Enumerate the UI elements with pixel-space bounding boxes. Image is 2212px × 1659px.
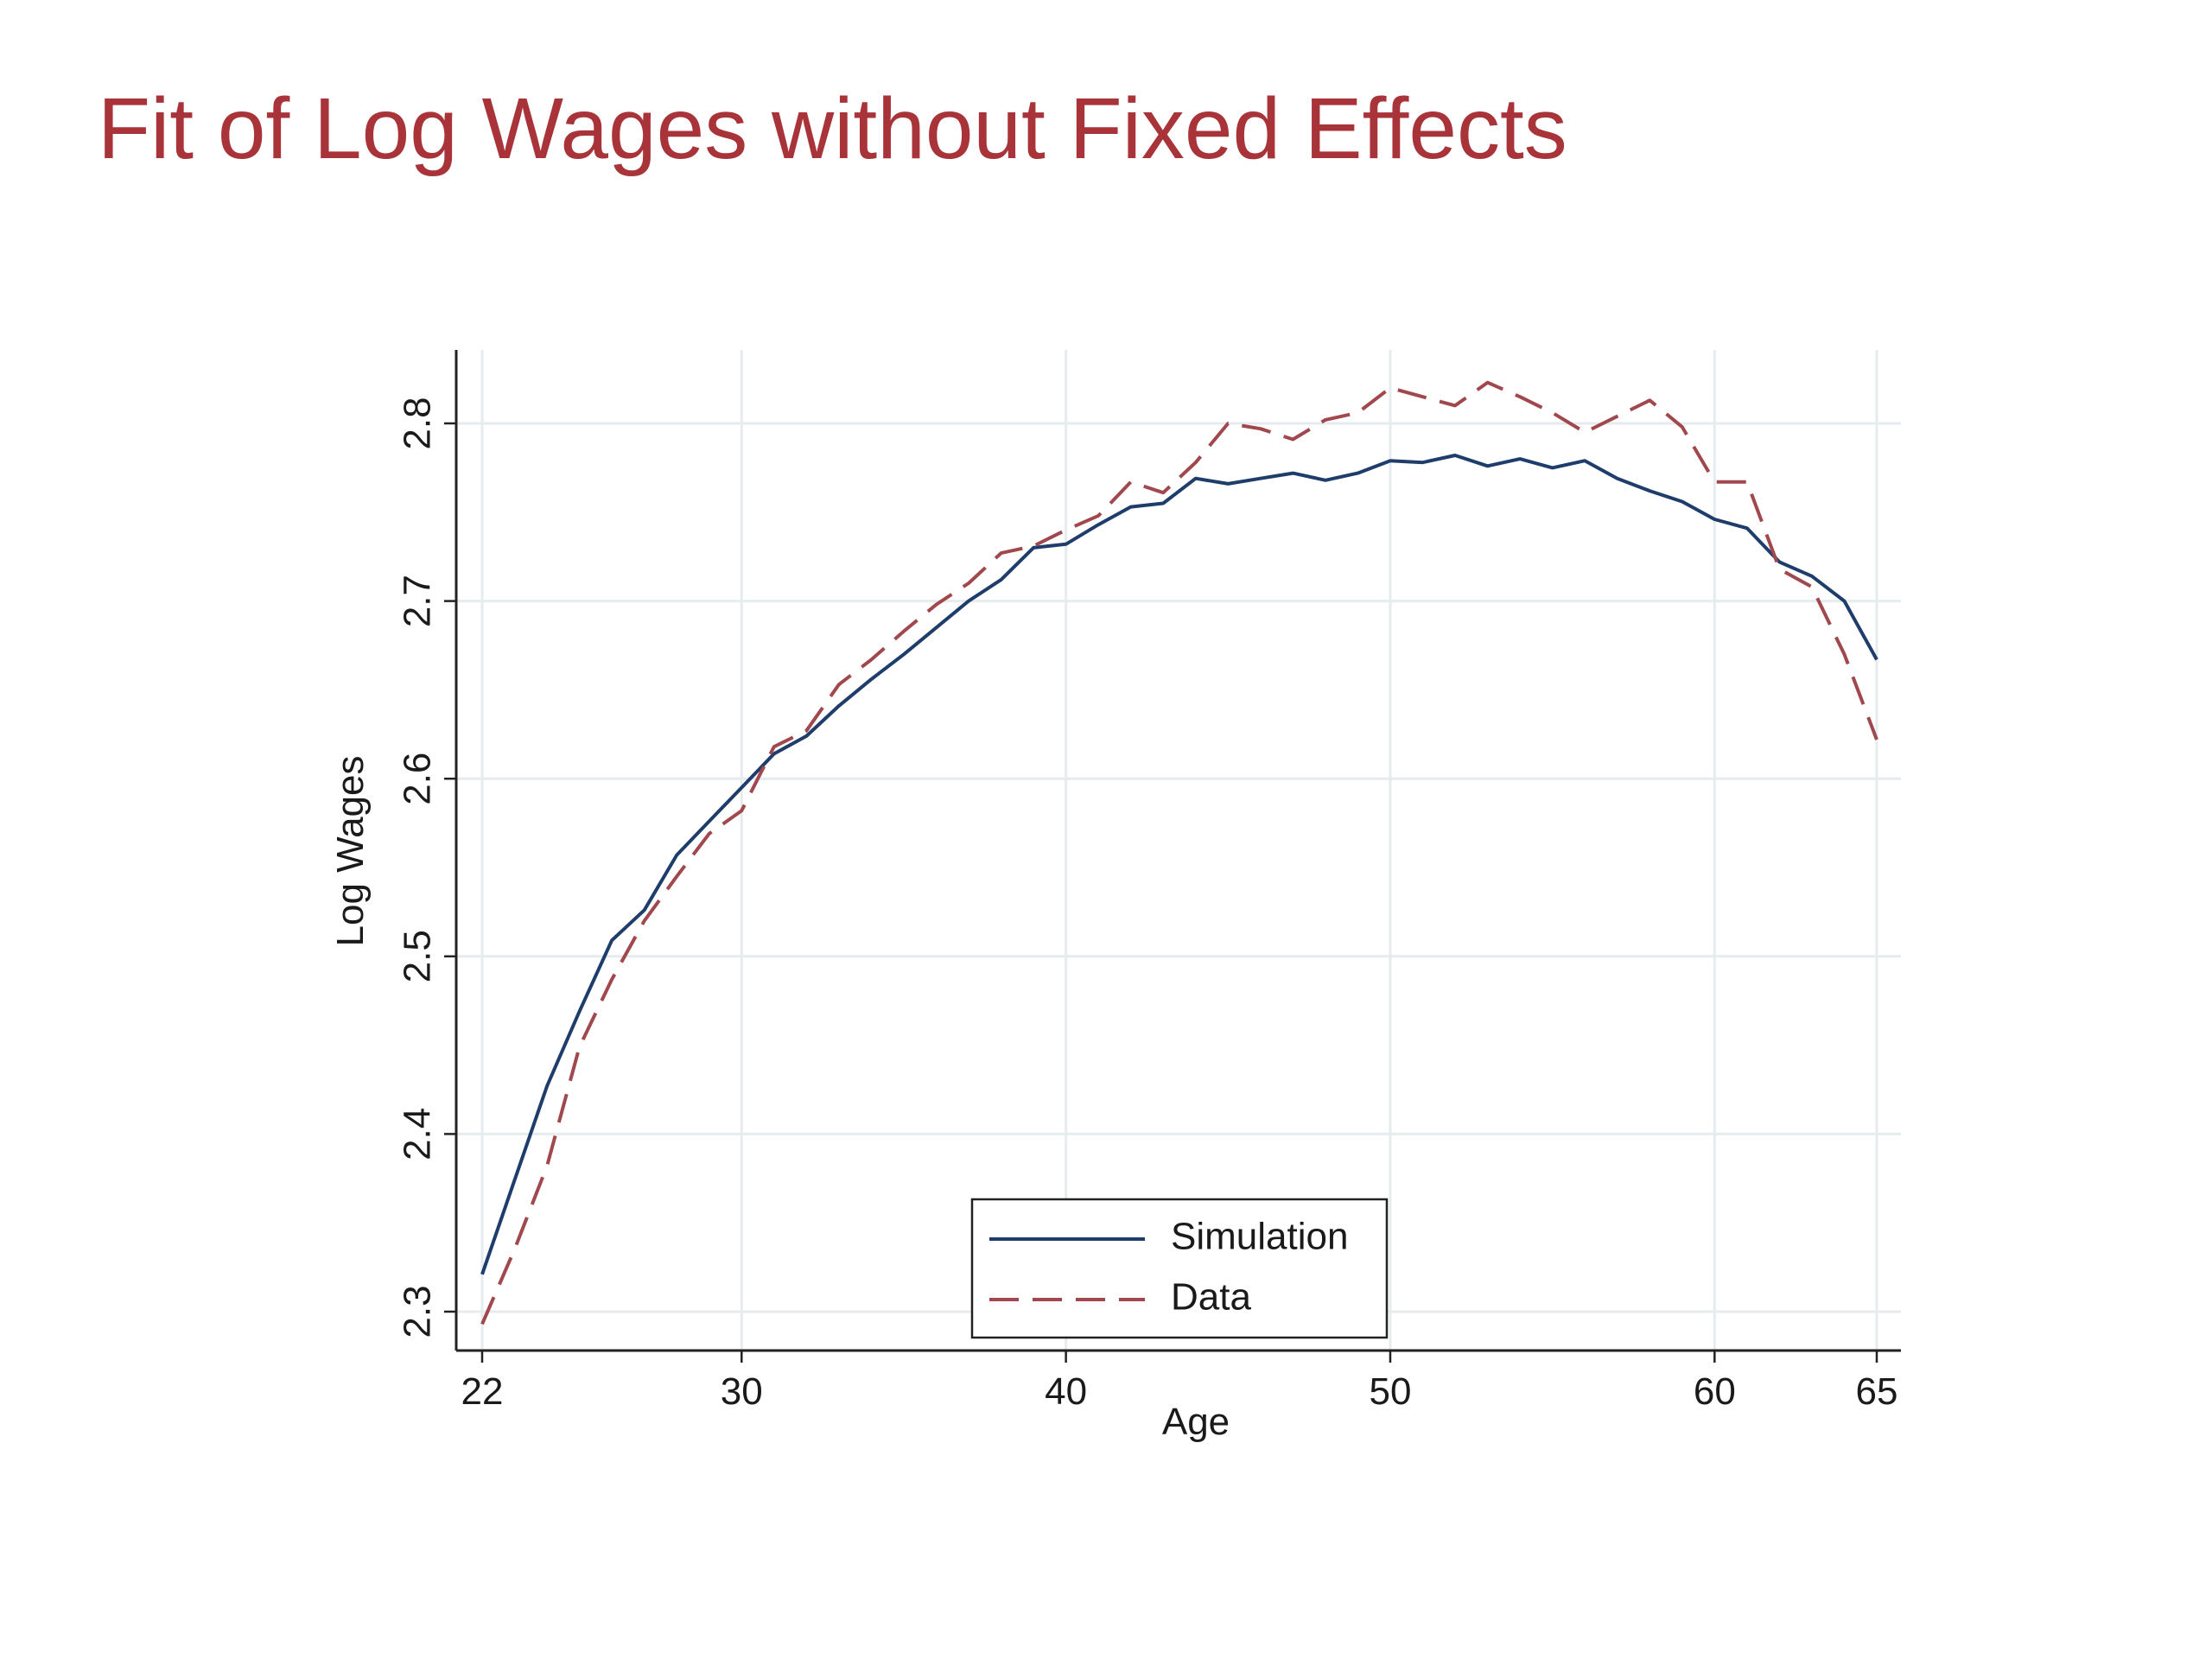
axes [444, 350, 1901, 1363]
grid-lines [456, 350, 1901, 1351]
x-tick-label: 50 [1370, 1370, 1412, 1413]
legend-label-simulation: Simulation [1171, 1216, 1348, 1258]
y-tick-label: 2.7 [397, 575, 439, 627]
y-axis-title: Log Wages [329, 756, 372, 947]
y-tick-label: 2.3 [397, 1285, 439, 1338]
legend-box [970, 1198, 1389, 1339]
x-tick-label: 65 [1856, 1370, 1898, 1413]
y-tick-label: 2.4 [397, 1108, 439, 1160]
legend-items: Simulation Data [989, 1216, 1348, 1319]
x-tick-label: 40 [1045, 1370, 1087, 1413]
y-tick-label: 2.8 [397, 397, 439, 449]
x-axis-title: Age [1162, 1401, 1230, 1443]
legend-label-data: Data [1171, 1276, 1251, 1319]
series-lines [480, 380, 1878, 1325]
legend: Simulation Data [970, 1198, 1389, 1339]
y-tick-label: 2.5 [397, 930, 439, 982]
slide-title: Fit of Log Wages without Fixed Effects [98, 80, 1567, 177]
tick-labels: 2.3 2.4 2.5 2.6 2.7 2.8 22 30 40 50 60 65 [397, 397, 1898, 1413]
series-line-data [480, 380, 1878, 1325]
x-tick-label: 30 [721, 1370, 763, 1413]
x-tick-label: 22 [461, 1370, 504, 1413]
y-tick-label: 2.6 [397, 753, 439, 805]
x-tick-label: 60 [1694, 1370, 1736, 1413]
series-line-simulation [480, 454, 1878, 1275]
